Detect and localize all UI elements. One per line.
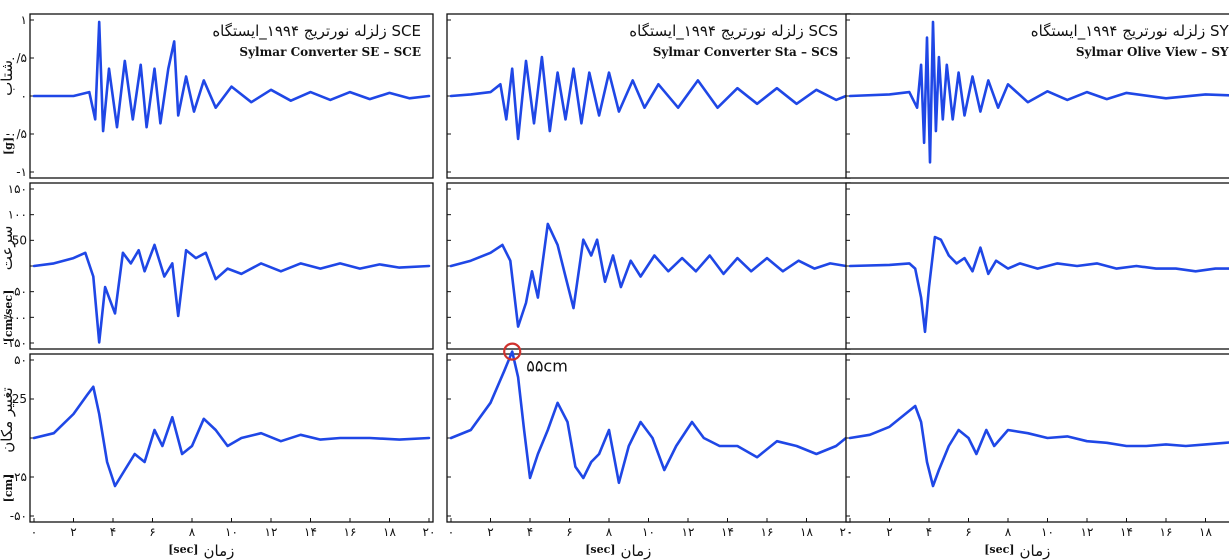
row-label-group: شتاب [g] [0,60,16,155]
y-tick-label: -۵۰ [10,509,27,523]
x-axis-unit: [sec] [585,543,615,556]
x-tick-label: ۱۴ [1120,525,1133,539]
station-subtitle: Sylmar Converter Sta – SCS [653,45,838,59]
x-tick-label: ۰ [448,525,454,539]
x-tick-label: ۸ [1005,525,1012,539]
y-tick-label: 25 [12,392,27,406]
x-tick-label: ۲ [487,525,493,539]
x-tick-label: ۱۶ [1160,525,1173,539]
x-tick-label: ۰ [847,525,853,539]
x-tick-label: ۸ [189,525,196,539]
station-subtitle: Sylmar Olive View – SYL [1076,45,1229,59]
x-tick-label: ۴ [926,525,932,539]
station-title: زلزله نورتریج ۱۹۹۴_ایستگاه SCE [212,22,421,41]
x-tick-label: ۱۸ [800,525,813,539]
trace-acceleration [848,20,1229,164]
x-axis-label: زمان [1020,542,1051,560]
x-tick-label: ۱۶ [761,525,774,539]
panel-sce-displacement: ۵۰ 25 -۲۵ -۵۰ ۰ ۲ ۴ ۶ ۸ ۱۰ ۱۲ ۱۴ ۱۶ ۱۸ ۲۰ زمان [sec] [10,353,436,560]
panel-frame [446,353,851,523]
trace-acceleration [449,55,848,141]
x-tick-label: ۲ [886,525,892,539]
y-tick-label: -۵۰ [10,285,27,299]
trace-displacement [449,350,848,485]
x-tick-label: ۱۲ [265,525,278,539]
y-tick-label: ۱ [21,13,27,27]
x-tick-label: ۱۴ [304,525,317,539]
y-tick-label: ۱۰۰ [8,208,27,222]
x-tick-label: ۱۰ [642,525,655,539]
panel-frame [845,182,1229,350]
row-unit: [g] [2,137,15,155]
peak-annotation: ۵۵cm [526,357,568,376]
trace-displacement [32,385,431,488]
x-axis-unit: [sec] [168,543,198,556]
y-tick-label: -۱۰۰ [3,310,27,324]
panel-scs-displacement: ۰ ۲ ۴ ۶ ۸ ۱۰ ۱۲ ۱۴ ۱۶ ۱۸ ۲۰ زمان [sec] ۵۵cm [446,342,853,560]
trace-velocity [449,222,848,328]
trace-displacement [848,404,1229,488]
x-tick-label: ۰ [31,525,37,539]
row-label-group: تغییر مکان [cm] [0,387,16,502]
y-tick-label: ۰/۵ [10,51,27,65]
y-tick-label: ۰ [21,89,27,103]
x-tick-label: ۱۲ [682,525,695,539]
trace-velocity [848,235,1229,334]
y-tick-label: 50 [12,233,27,247]
panel-scs-acceleration: زلزله نورتریج ۱۹۹۴_ایستگاه SCS Sylmar Con… [446,13,851,179]
x-tick-label: ۸ [606,525,613,539]
panel-scs-velocity [446,182,851,350]
x-tick-label: ۱۸ [383,525,396,539]
row-label: تغییر مکان [0,387,16,452]
x-tick-label: ۶ [965,525,971,539]
panel-frame [845,353,1229,523]
row-unit: [cm] [2,474,15,503]
row-label: شتاب [0,60,16,96]
x-tick-label: ۲ [70,525,76,539]
y-tick-label: -۱ [16,165,27,179]
station-title: زلزله نورتریج ۱۹۹۴_ایستگاه SYL [1031,22,1229,41]
station-title: زلزله نورتریج ۱۹۹۴_ایستگاه SCS [629,22,838,41]
x-tick-label: ۱۲ [1081,525,1094,539]
y-tick-label: ۱۵۰ [8,182,27,196]
x-tick-label: ۶ [149,525,155,539]
x-tick-label: ۴ [527,525,533,539]
panel-sce-velocity: ۱۵۰ ۱۰۰ 50 -۵۰ -۱۰۰ -۱۵۰ [3,182,434,350]
row-unit: [cm/sec] [2,290,15,343]
x-tick-label: ۲۰ [840,525,853,539]
row-label: سرعت [0,226,16,271]
x-tick-label: ۱۶ [344,525,357,539]
row-label-group: سرعت [cm/sec] [0,226,16,343]
station-subtitle: Sylmar Converter SE – SCE [239,45,421,59]
trace-acceleration [32,20,431,133]
x-axis-unit: [sec] [984,543,1014,556]
y-tick-label: -۲۵ [10,470,27,484]
x-tick-label: ۴ [110,525,116,539]
trace-velocity [32,243,431,344]
panel-syl-velocity [845,182,1229,350]
panel-syl-acceleration: زلزله نورتریج ۱۹۹۴_ایستگاه SYL Sylmar Oli… [845,13,1229,179]
x-tick-label: ۱۰ [1041,525,1054,539]
x-axis-label: زمان [204,542,235,560]
panel-sce-acceleration: ۱ ۰/۵ ۰ -۰/۵ -۱ زلزله نورتریج ۱۹۹۴_ایستگاه SC… [6,13,434,179]
x-tick-label: ۲۰ [423,525,436,539]
y-tick-label: ۵۰ [14,353,27,367]
x-axis-label: زمان [621,542,652,560]
x-tick-label: ۱۸ [1199,525,1212,539]
x-tick-label: ۱۴ [721,525,734,539]
y-tick-label: -۰/۵ [6,127,27,141]
y-tick-label: -۱۵۰ [3,336,27,350]
peak-marker-circle [503,342,522,361]
x-tick-label: ۱۰ [225,525,238,539]
x-tick-label: ۶ [566,525,572,539]
